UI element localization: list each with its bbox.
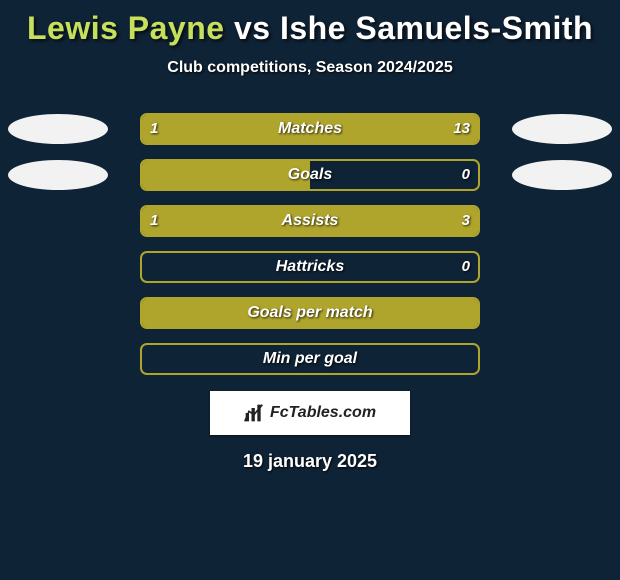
bar-track: Hattricks0 bbox=[140, 251, 480, 283]
bar-label: Goals per match bbox=[142, 299, 478, 327]
bar-label: Goals bbox=[142, 161, 478, 189]
bar-track: Min per goal bbox=[140, 343, 480, 375]
left-value: 1 bbox=[150, 207, 158, 235]
bar-track: Goals per match bbox=[140, 297, 480, 329]
stat-row: Matches1 13 bbox=[0, 113, 620, 145]
page-title: Lewis Payne vs Ishe Samuels-Smith bbox=[0, 0, 620, 47]
player2-avatar bbox=[512, 114, 612, 144]
stat-row: Hattricks0 bbox=[0, 251, 620, 283]
player1-avatar bbox=[8, 114, 108, 144]
comparison-infographic: Lewis Payne vs Ishe Samuels-Smith Club c… bbox=[0, 0, 620, 580]
date: 19 january 2025 bbox=[0, 451, 620, 472]
right-value: 0 bbox=[462, 161, 470, 189]
bar-track: Assists1 3 bbox=[140, 205, 480, 237]
player1-name: Lewis Payne bbox=[27, 10, 225, 46]
logo-box: FcTables.com bbox=[210, 391, 410, 435]
stat-row: Goals0 bbox=[0, 159, 620, 191]
stat-bars: Matches113Goals0Assists13Hattricks0Goals… bbox=[0, 113, 620, 375]
bar-track: Goals0 bbox=[140, 159, 480, 191]
logo-text: FcTables.com bbox=[270, 404, 376, 422]
bar-label: Matches bbox=[142, 115, 478, 143]
left-value: 1 bbox=[150, 115, 158, 143]
subtitle: Club competitions, Season 2024/2025 bbox=[0, 59, 620, 77]
stat-row: Assists1 3 bbox=[0, 205, 620, 237]
player1-avatar bbox=[8, 160, 108, 190]
right-value: 3 bbox=[462, 207, 470, 235]
bar-label: Assists bbox=[142, 207, 478, 235]
player2-avatar bbox=[512, 160, 612, 190]
vs-separator: vs bbox=[225, 10, 280, 46]
chart-icon bbox=[244, 403, 264, 423]
stat-row: Min per goal bbox=[0, 343, 620, 375]
right-value: 13 bbox=[453, 115, 470, 143]
right-value: 0 bbox=[462, 253, 470, 281]
player2-name: Ishe Samuels-Smith bbox=[280, 10, 593, 46]
bar-label: Min per goal bbox=[142, 345, 478, 373]
bar-label: Hattricks bbox=[142, 253, 478, 281]
bar-track: Matches1 13 bbox=[140, 113, 480, 145]
stat-row: Goals per match bbox=[0, 297, 620, 329]
